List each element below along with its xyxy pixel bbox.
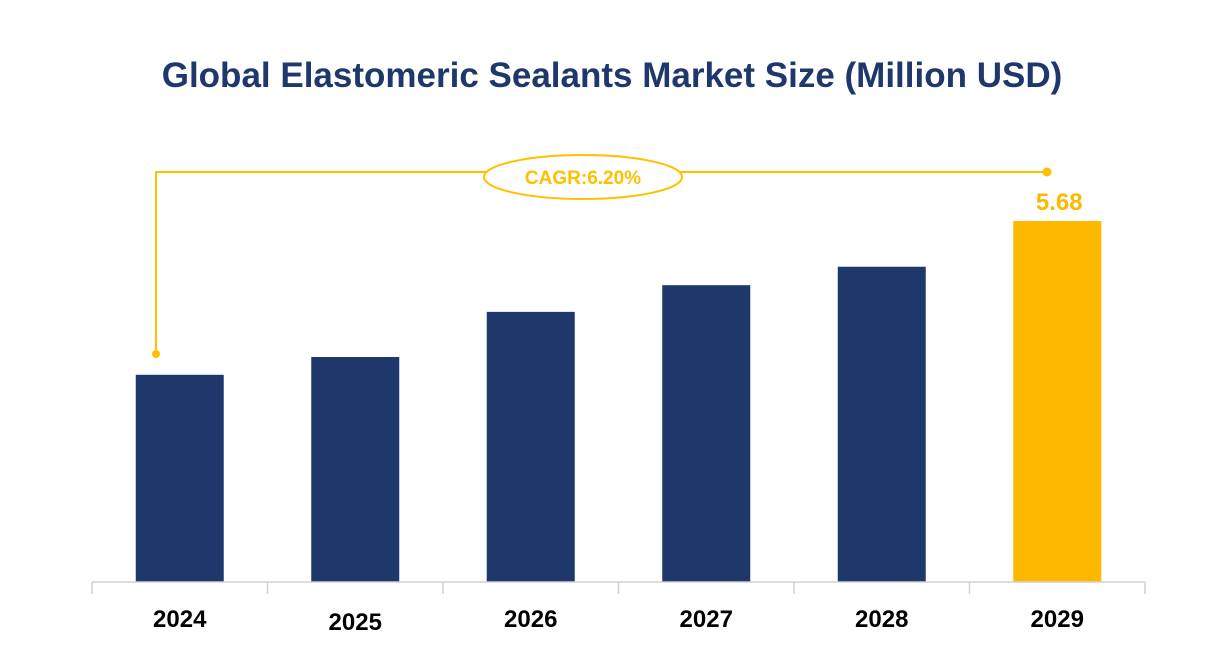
bar-2027: [662, 285, 751, 582]
cagr-annotation: CAGR:6.20%: [152, 154, 1052, 358]
x-tick-label: 2024: [153, 606, 207, 633]
cagr-start-dot: [152, 350, 160, 358]
x-tick-label: 2027: [680, 606, 733, 633]
bars-group: 5.68: [135, 189, 1102, 583]
x-tick-label: 2028: [855, 606, 908, 633]
bar-2024: [135, 374, 224, 582]
x-axis: 2024 2025 2026 2027 2028 2029: [91, 581, 1146, 636]
x-tick-label: 2025: [329, 609, 382, 636]
cagr-connector-line: [155, 171, 1047, 354]
bar-2029: [1013, 220, 1102, 583]
bar-2025: [311, 356, 400, 582]
cagr-label: CAGR:6.20%: [525, 168, 641, 189]
x-tick-label: 2029: [1031, 606, 1084, 633]
cagr-end-dot: [1042, 167, 1052, 177]
bar-2026: [486, 311, 575, 582]
chart-title: Global Elastomeric Sealants Market Size …: [162, 56, 1063, 95]
x-tick-label: 2026: [504, 606, 557, 633]
bar-2028: [837, 266, 926, 582]
cagr-ellipse: [483, 154, 683, 200]
data-label-2029: 5.68: [1036, 189, 1083, 216]
